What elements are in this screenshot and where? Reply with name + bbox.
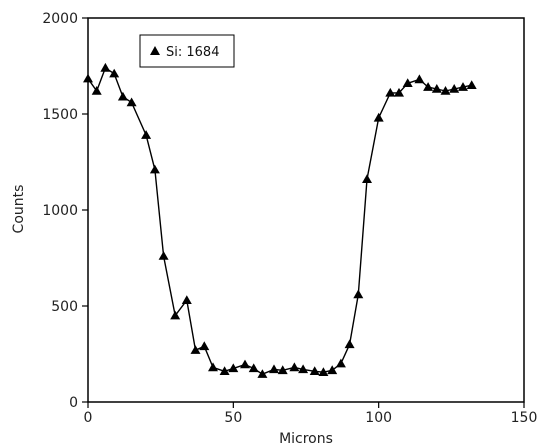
data-point-triangle bbox=[431, 84, 442, 93]
plot-frame bbox=[87, 17, 525, 403]
data-point-triangle bbox=[318, 367, 329, 376]
data-point-triangle bbox=[458, 82, 468, 91]
y-tick-label: 500 bbox=[51, 299, 78, 315]
data-point-triangle bbox=[208, 362, 218, 372]
x-tick-label: 0 bbox=[84, 410, 93, 426]
data-point-triangle bbox=[449, 84, 460, 93]
data-point-triangle bbox=[248, 363, 259, 373]
data-point-triangle bbox=[269, 364, 279, 374]
x-axis-title: Microns bbox=[279, 431, 333, 447]
data-point-triangle bbox=[109, 68, 120, 78]
x-tick-label: 50 bbox=[224, 410, 242, 426]
y-axis-title: Counts bbox=[11, 185, 27, 234]
data-point-triangle bbox=[257, 369, 268, 378]
x-tick-label: 150 bbox=[511, 410, 538, 426]
series-layer bbox=[83, 62, 477, 378]
data-point-triangle bbox=[240, 359, 250, 369]
data-point-triangle bbox=[414, 74, 425, 84]
data-point-triangle bbox=[423, 82, 434, 91]
data-point-triangle bbox=[170, 310, 181, 320]
legend-triangle-marker bbox=[150, 46, 160, 55]
data-point-triangle bbox=[335, 358, 346, 368]
data-point-triangle bbox=[100, 62, 111, 72]
y-tick-label: 2000 bbox=[42, 11, 78, 27]
data-point-triangle bbox=[402, 78, 413, 87]
data-point-triangle bbox=[228, 363, 239, 373]
y-tick-label: 0 bbox=[69, 395, 78, 411]
data-point-triangle bbox=[149, 164, 160, 174]
data-point-triangle bbox=[181, 295, 192, 304]
data-point-triangle bbox=[91, 86, 102, 95]
legend: Si: 1684 bbox=[139, 34, 235, 68]
data-point-triangle bbox=[440, 86, 451, 95]
data-point-triangle bbox=[353, 289, 364, 299]
data-point-triangle bbox=[298, 364, 309, 374]
data-point-triangle bbox=[158, 251, 169, 260]
legend-label: Si: 1684 bbox=[166, 45, 219, 60]
y-tick-label: 1500 bbox=[42, 107, 78, 123]
data-point-triangle bbox=[327, 365, 338, 375]
data-point-triangle bbox=[219, 366, 230, 375]
x-tick-label: 100 bbox=[365, 410, 392, 426]
data-point-triangle bbox=[117, 91, 128, 101]
data-point-triangle bbox=[385, 87, 396, 97]
data-point-triangle bbox=[277, 365, 288, 375]
data-point-triangle bbox=[126, 97, 137, 107]
data-point-triangle bbox=[466, 80, 477, 89]
data-point-triangle bbox=[83, 73, 93, 83]
series-line bbox=[87, 67, 472, 375]
data-point-triangle bbox=[394, 87, 404, 97]
data-point-triangle bbox=[344, 339, 355, 349]
data-point-triangle bbox=[199, 341, 210, 351]
y-tick-label: 1000 bbox=[42, 203, 78, 219]
data-point-triangle bbox=[362, 174, 372, 183]
data-point-triangle bbox=[289, 362, 300, 372]
data-point-triangle bbox=[309, 366, 320, 375]
data-point-triangle bbox=[373, 112, 384, 122]
data-point-triangle bbox=[141, 130, 152, 139]
data-point-triangle bbox=[190, 345, 201, 354]
